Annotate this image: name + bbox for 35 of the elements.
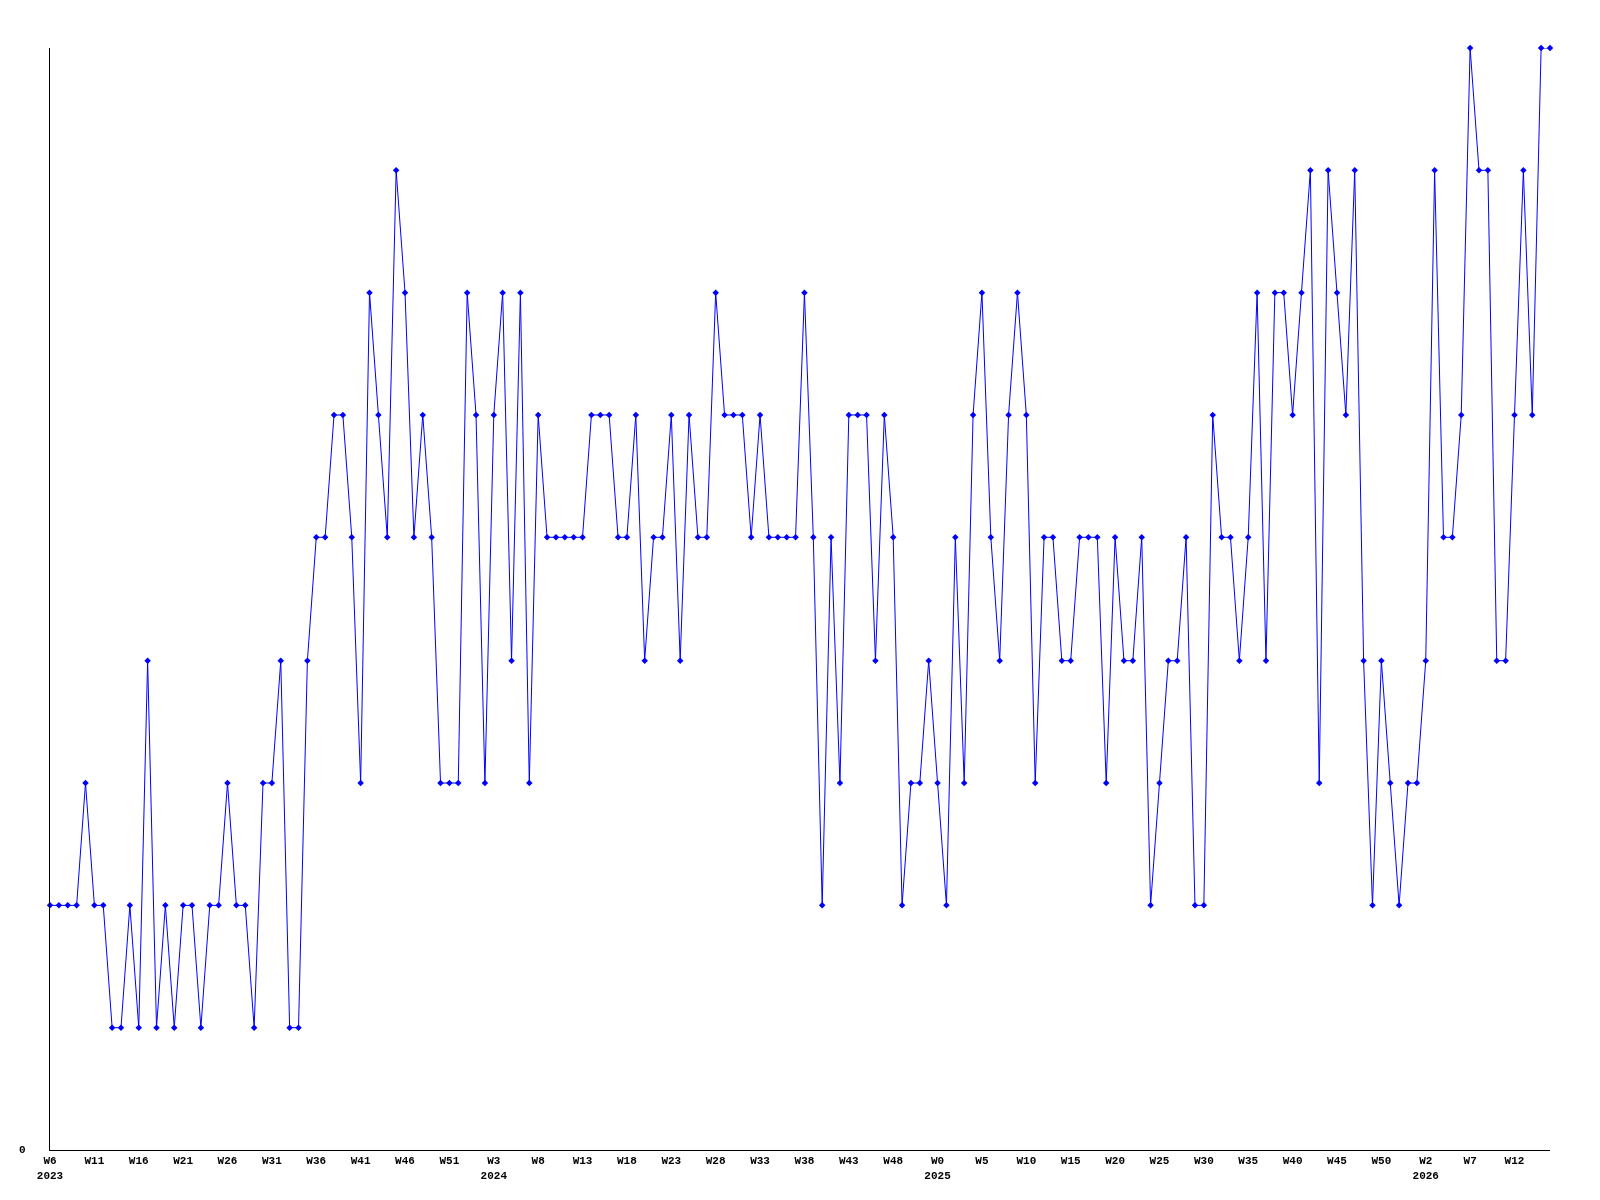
x-tick-label: W38 (794, 1155, 815, 1168)
x-tick-label: W15 (1060, 1155, 1082, 1168)
x-tick-label: W33 (750, 1155, 771, 1168)
x-tick-label: W31 (261, 1155, 283, 1168)
x-tick-label: W16 (128, 1155, 149, 1168)
x-tick-label: W8 (531, 1155, 546, 1168)
x-tick-label: W6 2023 (36, 1155, 64, 1182)
x-tick-label: W30 (1193, 1155, 1214, 1168)
x-tick-label: W25 (1149, 1155, 1170, 1168)
x-tick-label: W2 2026 (1412, 1155, 1439, 1182)
x-tick-label: W35 (1238, 1155, 1259, 1168)
x-tick-label: W3 2024 (480, 1155, 508, 1182)
x-tick-label: W13 (572, 1155, 593, 1168)
x-tick-label: W46 (395, 1155, 415, 1168)
x-tick-label: W43 (838, 1155, 860, 1168)
x-tick-label: W40 (1282, 1155, 1303, 1168)
x-tick-label: W11 (84, 1155, 105, 1168)
x-tick-label: W18 (617, 1155, 638, 1168)
x-tick-label: W12 (1504, 1155, 1525, 1168)
x-tick-label: W36 (306, 1155, 327, 1168)
x-tick-label: W21 (173, 1155, 194, 1168)
x-tick-label: W20 (1105, 1155, 1125, 1168)
x-tick-label: W5 (975, 1155, 989, 1168)
x-tick-label: W50 (1371, 1155, 1392, 1168)
x-tick-label: W7 (1463, 1155, 1477, 1168)
x-tick-label: W23 (661, 1155, 682, 1168)
x-tick-label: W10 (1016, 1155, 1037, 1168)
x-tick-label: W0 2025 (924, 1155, 952, 1182)
x-tick-label: W51 (439, 1155, 460, 1168)
x-tick-label: W45 (1327, 1155, 1348, 1168)
x-tick-label: W26 (217, 1155, 238, 1168)
text: 0 (19, 1144, 26, 1156)
x-tick-label: W28 (705, 1155, 726, 1168)
x-tick-label: W48 (883, 1155, 904, 1168)
x-tick-label: W41 (350, 1155, 371, 1168)
